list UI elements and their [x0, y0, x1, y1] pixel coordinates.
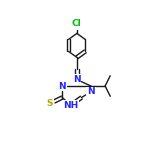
- Text: NH: NH: [63, 100, 79, 109]
- Text: N: N: [58, 81, 66, 90]
- Text: S: S: [47, 99, 53, 108]
- Text: N: N: [87, 87, 95, 96]
- Text: N: N: [73, 75, 81, 84]
- Text: Cl: Cl: [72, 19, 82, 28]
